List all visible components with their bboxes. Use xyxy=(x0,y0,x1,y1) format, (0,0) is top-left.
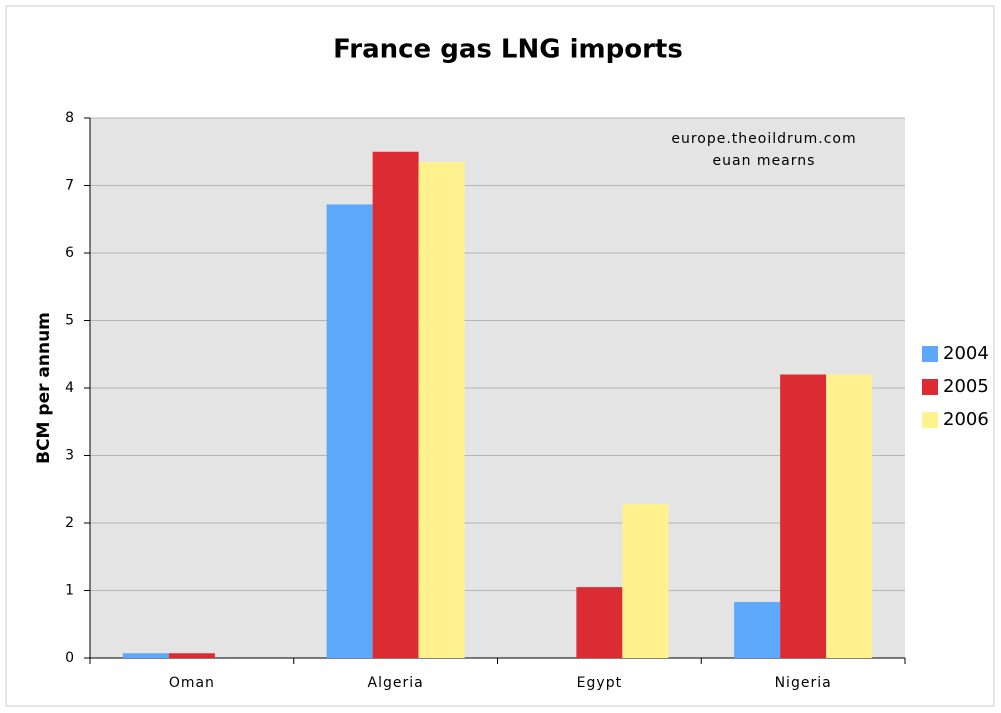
legend-swatch xyxy=(922,346,938,362)
bar xyxy=(168,653,215,658)
legend-label: 2005 xyxy=(943,376,989,397)
bar xyxy=(372,151,419,658)
x-tick-label: Egypt xyxy=(577,675,622,691)
bar xyxy=(780,374,827,658)
legend-label: 2004 xyxy=(943,343,989,364)
bar xyxy=(576,587,623,658)
bar xyxy=(826,374,873,658)
annotation: euan mearns xyxy=(713,153,816,169)
x-tick-label: Algeria xyxy=(368,675,424,691)
y-axis-label: BCM per annum xyxy=(34,312,54,464)
x-tick-label: Nigeria xyxy=(775,675,832,691)
x-tick-label: Oman xyxy=(169,675,215,691)
bar xyxy=(122,653,169,658)
y-tick-label: 6 xyxy=(65,245,74,261)
y-tick-label: 3 xyxy=(65,448,74,464)
y-tick-label: 2 xyxy=(65,515,74,531)
bar xyxy=(622,504,669,658)
y-tick-label: 4 xyxy=(65,380,74,396)
legend-label: 2006 xyxy=(943,409,989,430)
chart-title: France gas LNG imports xyxy=(333,35,683,65)
annotation: europe.theoildrum.com xyxy=(671,131,856,147)
legend-swatch xyxy=(922,412,938,428)
y-tick-label: 1 xyxy=(65,583,74,599)
legend-swatch xyxy=(922,379,938,395)
y-tick-label: 7 xyxy=(65,178,74,194)
bar xyxy=(418,161,465,658)
bar xyxy=(326,204,373,658)
bar xyxy=(734,601,781,658)
y-tick-label: 5 xyxy=(65,313,74,329)
y-tick-label: 8 xyxy=(65,110,74,126)
y-tick-label: 0 xyxy=(65,650,74,666)
